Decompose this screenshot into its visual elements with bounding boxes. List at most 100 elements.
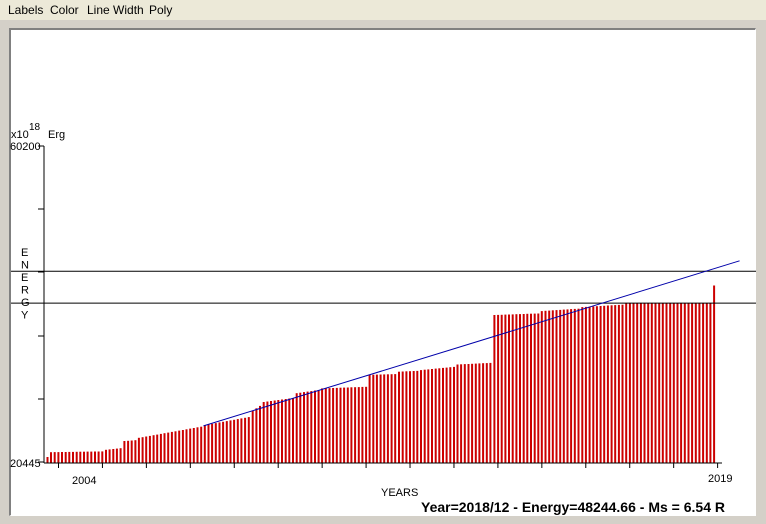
energy-bar (603, 305, 606, 463)
menu-poly[interactable]: Poly (149, 3, 173, 17)
energy-bar (214, 423, 217, 463)
energy-bar (698, 303, 701, 463)
energy-bar (225, 421, 228, 463)
energy-bar (504, 314, 507, 463)
energy-bar (127, 440, 130, 463)
energy-bar (401, 371, 404, 463)
energy-bar (299, 392, 302, 463)
energy-bar (467, 364, 470, 463)
energy-bar (559, 309, 562, 463)
energy-bar (500, 314, 503, 463)
plot-area (9, 28, 756, 516)
energy-bar (540, 311, 543, 463)
energy-bar (270, 401, 272, 463)
energy-bar (647, 303, 650, 463)
energy-bar (713, 285, 716, 463)
y-axis-label-letter: E (21, 272, 28, 284)
energy-bar (247, 417, 250, 463)
energy-bar (115, 448, 118, 463)
energy-bar (375, 374, 378, 463)
energy-bar (595, 306, 598, 463)
status-readout: Year=2018/12 - Energy=48244.66 - Ms = 6.… (421, 499, 725, 515)
energy-bar (346, 387, 349, 463)
energy-bar (94, 451, 96, 463)
energy-bar (328, 388, 331, 463)
energy-bar (694, 303, 697, 463)
energy-bar (643, 303, 646, 463)
y-axis-label-letter: R (21, 285, 29, 297)
energy-bar (240, 418, 243, 463)
energy-bar (90, 451, 93, 463)
energy-label: Energy= (522, 499, 578, 515)
energy-bar (181, 430, 184, 463)
energy-bar (266, 401, 269, 463)
ms-value: 6.54 R (684, 499, 725, 515)
energy-bar (178, 430, 181, 463)
energy-bar (86, 451, 89, 463)
energy-bar (105, 449, 107, 463)
energy-bar (515, 314, 518, 463)
energy-bar (592, 306, 595, 463)
energy-bar (508, 314, 510, 463)
energy-bar (97, 451, 100, 463)
energy-bar (167, 432, 170, 463)
energy-bar (493, 315, 496, 463)
energy-bar (705, 303, 708, 463)
energy-bar (669, 303, 672, 463)
energy-bar (416, 370, 419, 463)
energy-bar (577, 308, 580, 463)
energy-bar (343, 387, 346, 463)
energy-bar (456, 364, 459, 463)
menu-line-width[interactable]: Line Width (87, 3, 144, 17)
energy-bar (555, 310, 558, 463)
energy-bar (463, 364, 466, 463)
energy-bar (196, 427, 199, 463)
x-label-2019: 2019 (708, 473, 732, 485)
energy-bar (434, 368, 437, 463)
energy-bar (405, 371, 408, 463)
energy-bar (661, 303, 664, 463)
y-axis-label-letter: Y (21, 310, 29, 322)
energy-bar (511, 314, 514, 463)
energy-bar (533, 313, 536, 463)
energy-bar (211, 423, 214, 463)
energy-bar (636, 303, 639, 463)
energy-bar (108, 449, 111, 463)
energy-bar (170, 431, 173, 463)
energy-bar (64, 452, 67, 463)
energy-bar (207, 424, 210, 463)
energy-bar (423, 369, 426, 463)
energy-bar (357, 387, 360, 463)
energy-bar (335, 387, 338, 463)
y-min-label: 20445 (10, 458, 41, 470)
energy-bar (244, 417, 247, 463)
energy-bar (292, 398, 294, 463)
energy-bar (599, 306, 602, 463)
energy-bar (281, 399, 283, 463)
y-axis-label-letter: E (21, 247, 28, 259)
energy-bar (365, 386, 368, 463)
energy-bar (544, 310, 547, 463)
menu-color[interactable]: Color (50, 3, 79, 17)
energy-bar (658, 303, 661, 463)
energy-bar (702, 303, 705, 463)
energy-bar (420, 370, 422, 463)
energy-bar (654, 303, 657, 463)
menu-labels[interactable]: Labels (8, 3, 44, 17)
energy-bar (251, 410, 254, 463)
energy-bar (295, 393, 298, 463)
energy-bar (409, 371, 411, 463)
year-value: 2018/12 (459, 499, 510, 515)
energy-bar (665, 303, 668, 463)
unit-prefix: x10 (11, 129, 29, 141)
energy-bar (112, 449, 115, 463)
energy-bar (614, 305, 617, 463)
energy-bar (680, 303, 683, 463)
energy-bar (101, 451, 104, 463)
energy-bar (639, 303, 642, 463)
energy-bar (566, 309, 569, 463)
energy-bar (548, 310, 551, 463)
y-axis-label-letter: N (21, 260, 29, 272)
energy-bar (519, 314, 521, 463)
